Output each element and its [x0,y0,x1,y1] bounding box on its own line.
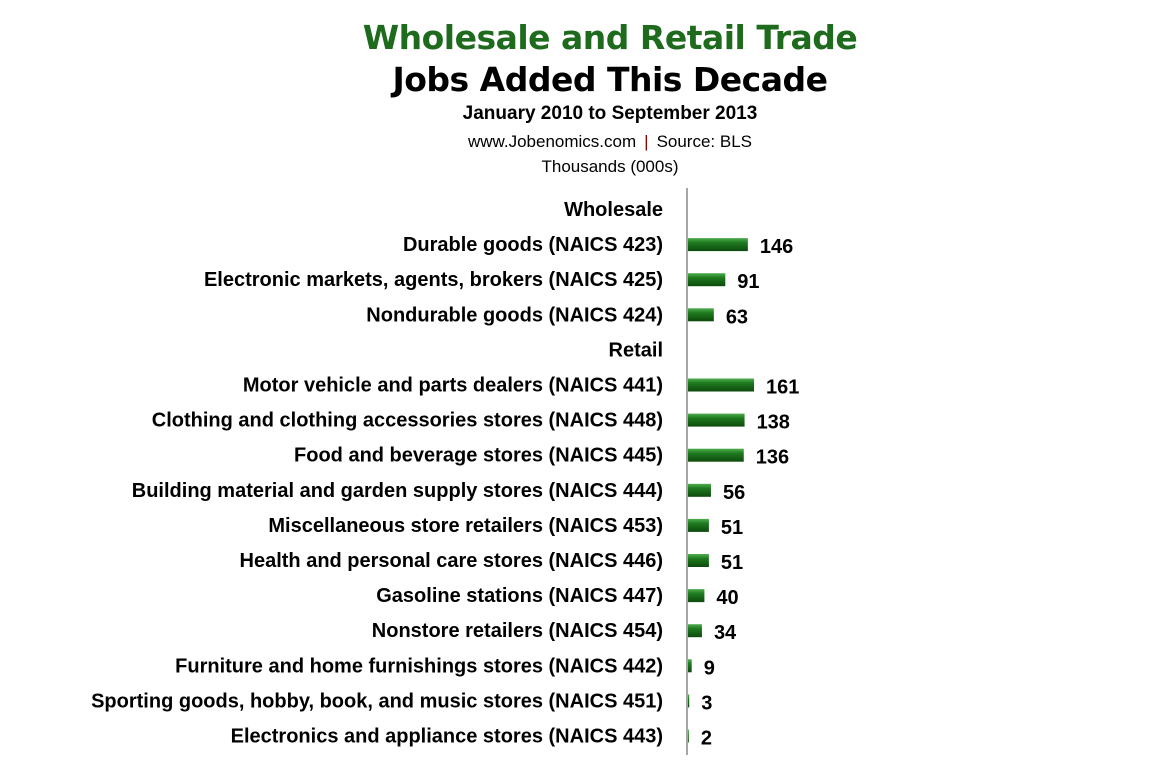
category-label: Building material and garden supply stor… [132,480,663,502]
group-label: Wholesale [564,199,663,221]
category-label: Health and personal care stores (NAICS 4… [240,550,663,572]
bar [688,659,692,673]
bar [688,589,705,603]
data-label: 51 [721,517,743,539]
bar [688,378,754,392]
category-label: Miscellaneous store retailers (NAICS 453… [268,515,663,537]
bar [688,554,709,567]
bar [688,624,702,638]
category-label: Durable goods (NAICS 423) [403,234,663,256]
category-label: Electronic markets, agents, brokers (NAI… [204,269,663,291]
category-label: Food and beverage stores (NAICS 445) [294,445,663,467]
category-label: Clothing and clothing accessories stores… [152,410,663,432]
website-text: www.Jobenomics.com [467,132,637,151]
chart-source-line: www.Jobenomics.com | Source: BLS [0,132,1168,152]
category-label: Furniture and home furnishings stores (N… [175,655,663,677]
bar [688,308,714,322]
data-label: 3 [701,692,712,714]
data-label: 40 [716,587,738,609]
category-label: Nonstore retailers (NAICS 454) [372,620,663,642]
chart-period: January 2010 to September 2013 [462,103,758,124]
data-label: 63 [726,306,748,328]
data-label: 91 [737,271,759,293]
bar [688,273,726,287]
data-label: 146 [760,236,793,258]
bar [688,448,744,462]
data-label: 9 [704,657,715,679]
chart-title: Wholesale and Retail Trade [362,18,858,57]
data-label: 2 [701,728,712,750]
data-label: 138 [757,412,790,434]
bar [688,694,690,708]
chart-units: Thousands (000s) [541,157,679,176]
bar [688,729,689,743]
data-label: 161 [766,377,799,399]
chart-subtitle: Jobs Added This Decade [392,60,828,99]
category-label: Electronics and appliance stores (NAICS … [231,726,663,748]
category-label: Sporting goods, hobby, book, and music s… [91,690,663,712]
separator: | [644,132,649,151]
data-label: 56 [723,482,745,504]
data-label: 34 [714,622,737,644]
bar [688,518,709,532]
category-label: Nondurable goods (NAICS 424) [366,304,663,326]
bar [688,238,748,252]
data-label: 136 [756,447,789,469]
data-label: 51 [721,552,743,574]
category-label: Gasoline stations (NAICS 447) [376,585,663,607]
source-text: Source: BLS [656,132,753,151]
category-label: Motor vehicle and parts dealers (NAICS 4… [243,375,663,397]
bar [688,413,745,427]
bar [688,483,711,497]
group-label: Retail [609,339,663,361]
